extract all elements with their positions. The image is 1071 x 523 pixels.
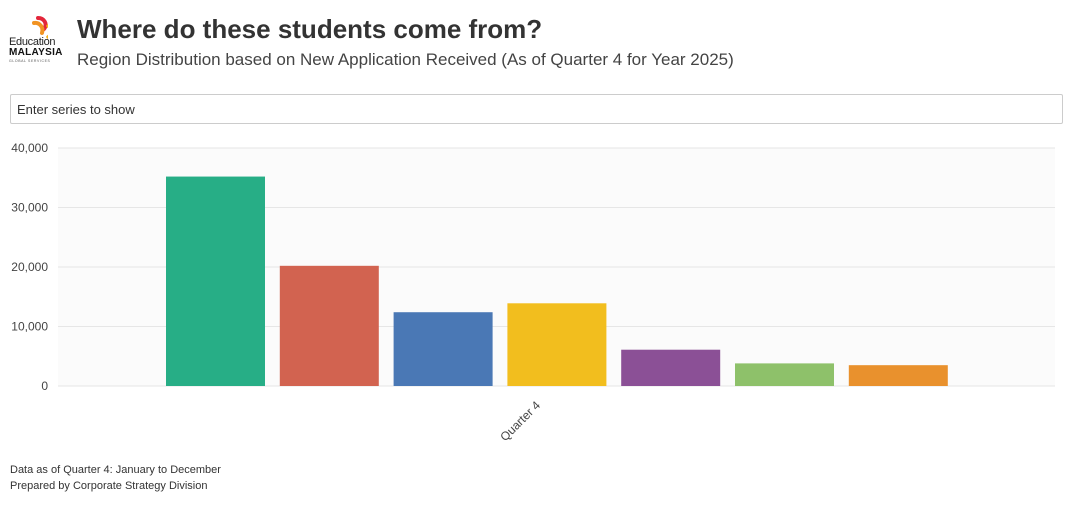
footer-data-note: Data as of Quarter 4: January to Decembe…	[10, 464, 221, 476]
y-tick-label: 0	[41, 379, 48, 393]
chart-title: Where do these students come from?	[77, 14, 543, 44]
y-tick-label: 10,000	[11, 320, 48, 334]
logo-text-malaysia: MALAYSIA	[9, 47, 63, 58]
chart-subtitle: Region Distribution based on New Applica…	[77, 50, 734, 69]
logo-text-global-services: GLOBAL SERVICES	[9, 59, 51, 63]
bar-7	[848, 365, 948, 386]
bar-3	[393, 312, 493, 386]
y-tick-label: 30,000	[11, 201, 48, 215]
series-filter-input[interactable]	[10, 94, 1063, 124]
bar-1	[166, 176, 265, 386]
bar-2	[279, 265, 379, 386]
bar-6	[735, 363, 834, 386]
y-tick-label: 20,000	[11, 260, 48, 274]
logo-text-education: Education	[9, 36, 56, 48]
x-tick-label: Quarter 4	[497, 398, 543, 444]
y-tick-label: 40,000	[11, 141, 48, 155]
bar-5	[621, 349, 721, 386]
footer-prepared-by: Prepared by Corporate Strategy Division	[10, 480, 208, 492]
logo-mark-icon	[32, 16, 48, 39]
education-malaysia-logo: Education MALAYSIA GLOBAL SERVICES	[8, 14, 72, 63]
bar-chart: 0 10,000 20,000 30,000 40,000 Quarter 4	[11, 141, 1055, 444]
bar-4	[507, 303, 607, 386]
